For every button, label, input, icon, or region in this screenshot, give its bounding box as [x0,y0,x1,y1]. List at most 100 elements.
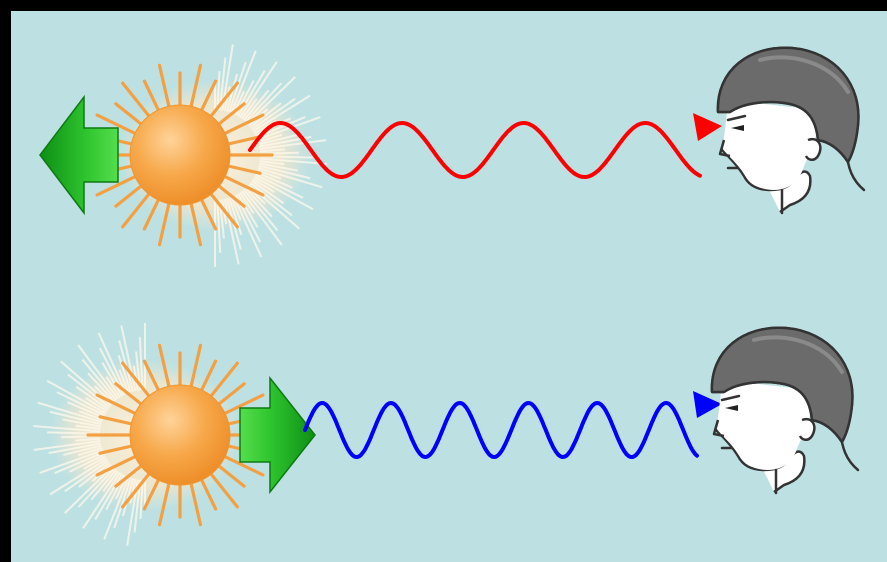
glow-streak [216,199,222,253]
glow-streak [256,116,321,141]
glow-streak [256,169,282,180]
hair-top [710,326,854,444]
eye [725,405,738,411]
approaching-source-panel [33,323,860,546]
red-wave [248,121,702,179]
glow-streak [64,465,114,514]
sun-ray [200,198,218,231]
glow-streak [259,162,298,172]
right-arrow-icon [239,375,316,495]
glow-streak [117,354,132,393]
glow-streak [225,73,239,112]
glow-streak [251,180,285,205]
sun-ray [121,81,151,118]
glow-streak [257,133,283,143]
glow-streak [241,190,283,246]
glow-streak [253,175,314,211]
sun-ray [217,464,246,488]
sun-ray [114,382,143,406]
sun-ray [223,393,265,415]
glow-streak [239,191,255,214]
glow-streak [75,385,109,410]
sun-ray [157,343,171,388]
glow-streak [37,401,103,423]
glow-streak [33,425,101,433]
sun-icon [129,384,231,486]
glow-streak [48,442,101,455]
sun-ray [209,361,239,398]
glow-streak [251,97,296,130]
sun-ray [189,343,203,388]
sun-ray [200,79,218,112]
ear [798,417,816,441]
glow-streak [236,193,259,228]
glow-streak [49,410,102,426]
glow-streak [249,182,293,217]
glow-streak [81,358,118,401]
eye [731,125,744,131]
sun-ray [114,102,143,126]
sun-ray [121,472,151,509]
red-wave-arrowhead [693,113,722,141]
sun-ray [95,175,137,197]
glow-streak [230,196,242,221]
glow-streak [113,477,132,529]
glow-streak [90,469,118,501]
sun-ray [200,359,218,392]
face-fill [722,100,819,190]
glow-streak [252,94,311,132]
sun-ray [217,102,246,126]
sun-ray [189,202,203,247]
glow-streak [223,86,231,112]
sun-ray [95,455,137,477]
glow-streak [257,167,323,189]
glow-streak [259,157,327,165]
glow-streak [223,198,240,265]
blue-wave [303,400,699,460]
glow-streak [54,451,104,475]
glow-streak [75,424,101,431]
glow-streak [230,50,257,114]
glow-streak [105,376,121,399]
observer-head-icon [710,326,860,495]
glow-streak [241,98,258,120]
glow-streak [256,171,293,189]
sun-ray [217,382,246,406]
glow-streak [102,470,119,492]
sun-ray [223,113,265,135]
glow-streak [258,134,297,146]
glow-streak [259,159,285,166]
glow-streak [64,460,109,493]
hair-top [716,46,860,164]
sun-ray [95,113,137,135]
glow-streak [62,418,101,428]
sun-ray [217,184,246,208]
sun-ray [189,63,203,108]
glow-streak [120,325,137,392]
glow-streak [67,401,104,419]
sun-ray [121,192,151,229]
sun-ray [142,478,160,511]
sun-ray [209,472,239,509]
sun-icon [129,104,231,206]
nose [718,139,731,158]
glow-streak [39,449,104,474]
sun-ray [114,184,143,208]
glow-streak [87,372,116,403]
receding-source-panel [39,44,866,267]
glow-streak [139,479,144,519]
glow-streak [49,458,108,496]
sun-ray [223,175,265,197]
glow-streak [121,478,135,517]
glow-streak [97,332,128,395]
face-fill [716,380,813,470]
ear [804,137,822,161]
sun-rays [86,63,274,247]
sun-ray [227,135,262,146]
glow-streak [228,61,247,113]
glow-streak [138,337,144,391]
glow-streak [77,447,103,457]
glow-streak [63,444,102,456]
glow-streak [77,467,116,508]
sun-ray [114,464,143,488]
